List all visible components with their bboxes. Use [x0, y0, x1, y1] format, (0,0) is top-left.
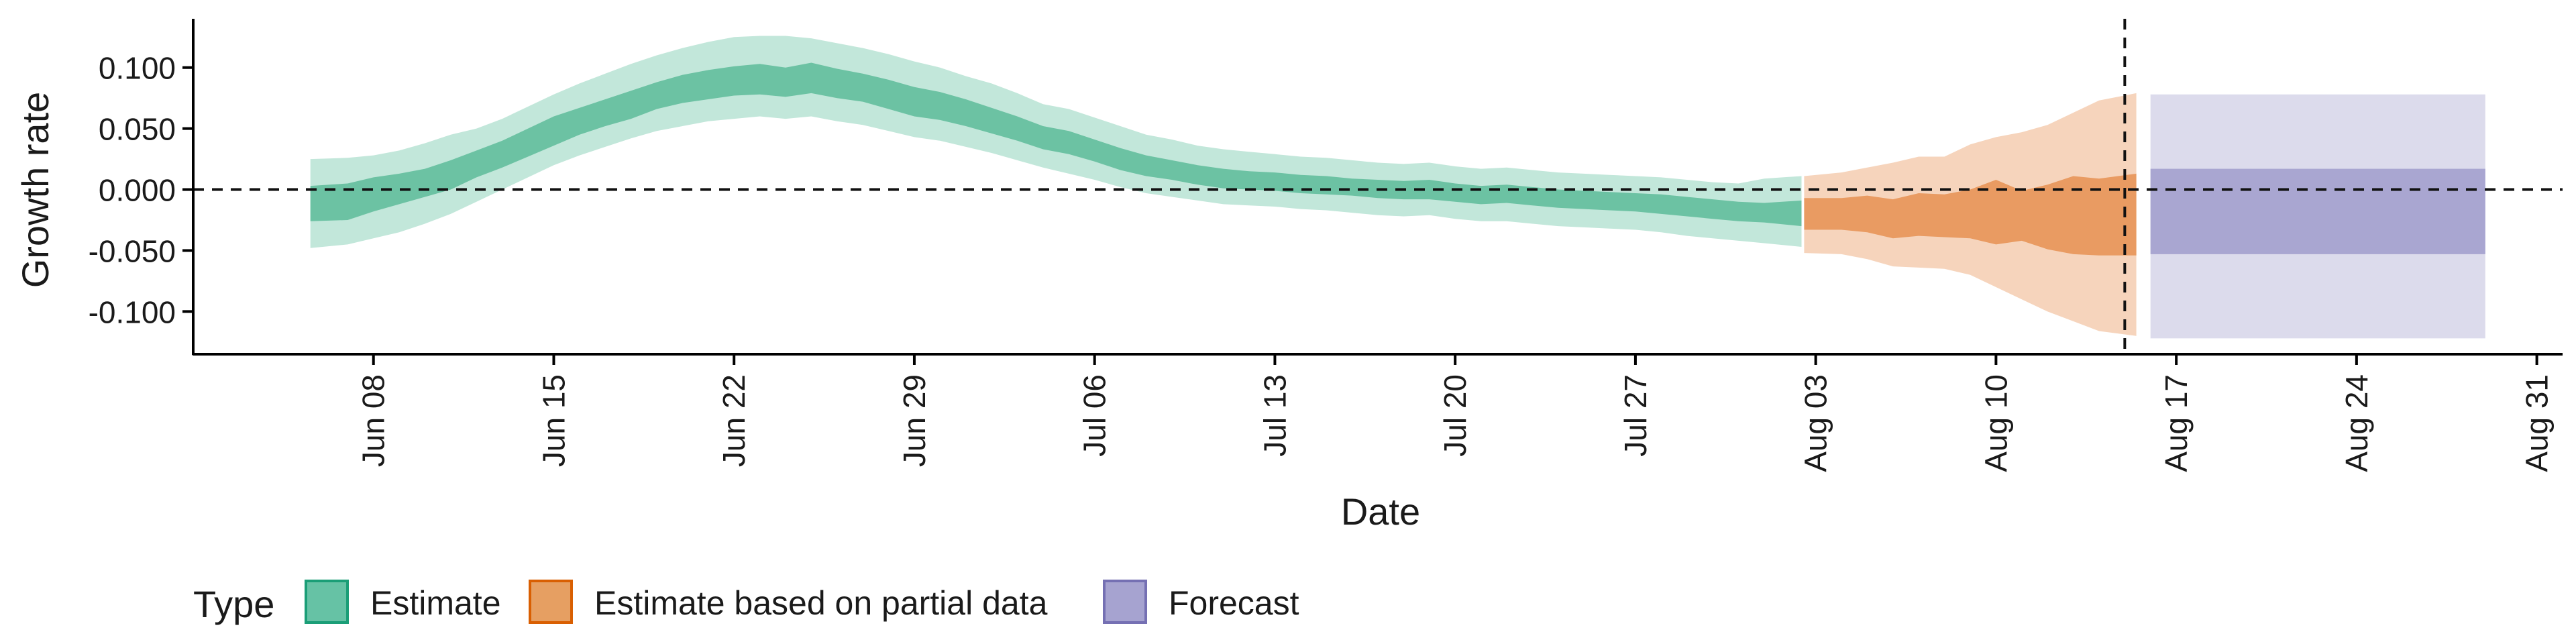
- x-tick-label: Jun 08: [356, 374, 391, 467]
- band-50-forecast: [2150, 168, 2485, 254]
- band-50-estimate: [310, 62, 1802, 227]
- legend-label: Estimate: [370, 584, 501, 622]
- x-axis-ticks: Jun 08 Jun 15 Jun 22 Jun 29 Jul 06 Jul 13 Jul …: [356, 354, 2555, 472]
- axes: [192, 19, 2563, 356]
- x-tick-label: Jun 15: [536, 374, 571, 467]
- x-tick-label: Jul 13: [1257, 374, 1292, 457]
- x-tick-label: Aug 03: [1799, 374, 1833, 472]
- legend-key: [529, 580, 573, 624]
- y-tick-label: -0.050: [89, 233, 176, 268]
- x-tick-label: Jul 06: [1077, 374, 1112, 457]
- x-tick-label: Jun 29: [897, 374, 932, 467]
- legend-title: Type: [193, 583, 274, 625]
- x-tick-label: Aug 17: [2159, 374, 2194, 472]
- x-tick-label: Jul 20: [1438, 374, 1472, 457]
- y-tick-label: -0.100: [89, 294, 176, 329]
- x-axis-title: Date: [1341, 490, 1420, 533]
- x-tick-label: Jul 27: [1618, 374, 1653, 457]
- legend-key: [1103, 580, 1147, 624]
- y-tick-label: 0.000: [99, 173, 176, 208]
- legend-label: Forecast: [1169, 584, 1299, 622]
- reference-lines: [193, 19, 2563, 354]
- legend: Type Estimate Estimate based on partial d…: [193, 580, 1299, 625]
- legend-key: [305, 580, 349, 624]
- x-tick-label: Aug 24: [2339, 374, 2374, 472]
- legend-label: Estimate based on partial data: [594, 584, 1048, 622]
- y-axis-title: Growth rate: [14, 92, 56, 288]
- band-layer: [310, 36, 2485, 339]
- y-tick-label: 0.050: [99, 112, 176, 147]
- y-axis-ticks: 0.100 0.050 0.000 -0.050 -0.100: [89, 51, 193, 329]
- y-tick-label: 0.100: [99, 51, 176, 86]
- x-tick-label: Aug 10: [1978, 374, 2013, 472]
- band-50-estimate-based-on-partial-data: [1804, 173, 2137, 256]
- x-tick-label: Aug 31: [2520, 374, 2555, 472]
- x-tick-label: Jun 22: [716, 374, 751, 467]
